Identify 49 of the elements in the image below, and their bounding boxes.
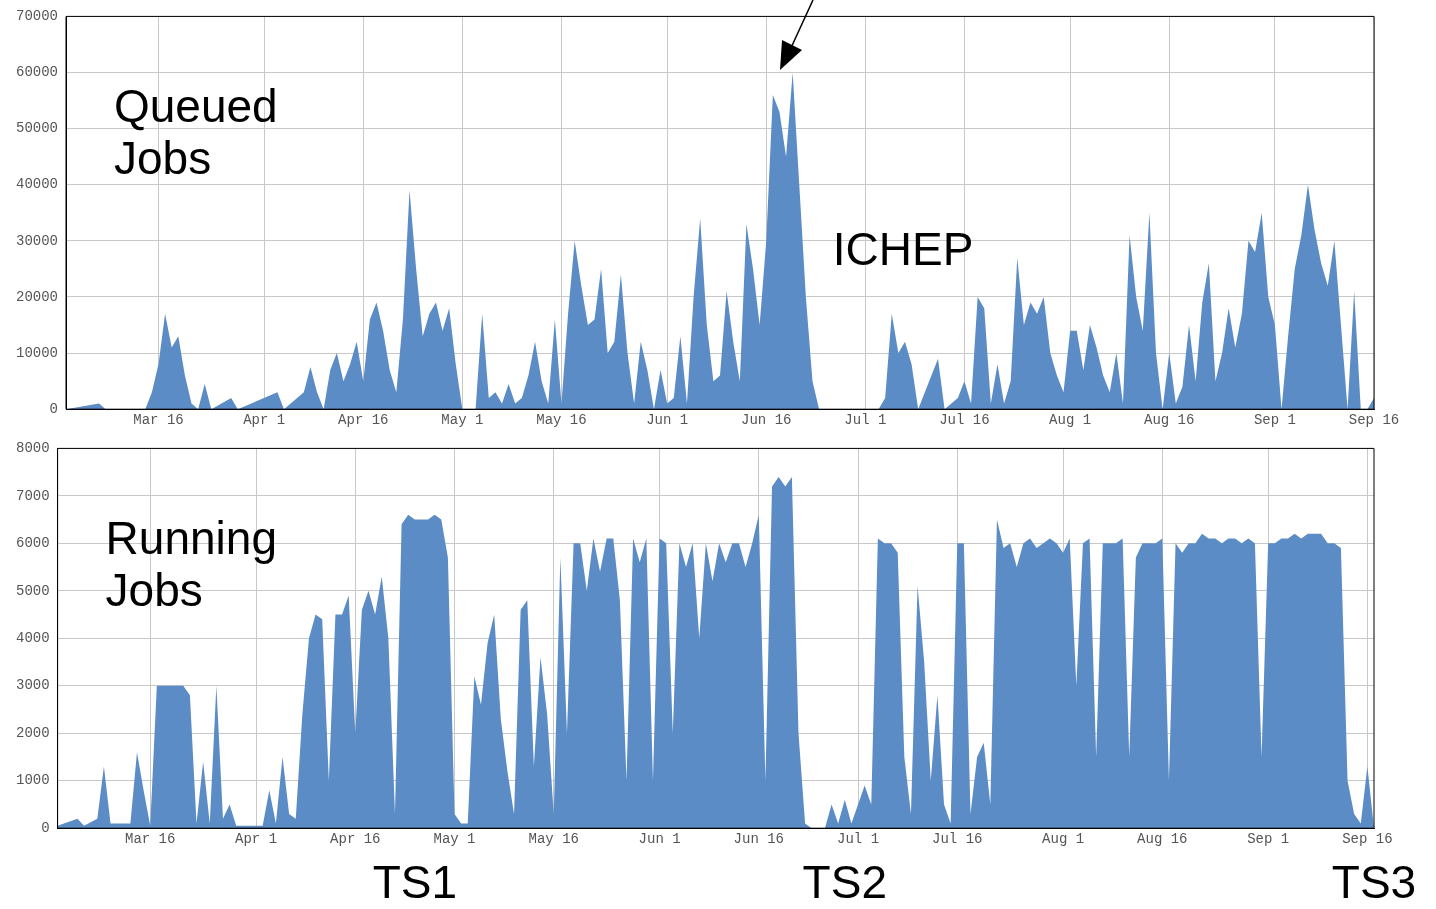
annotation: ICHEP	[832, 222, 974, 275]
x-tick-label: Mar 16	[125, 831, 176, 848]
y-tick-label: 8000	[16, 440, 50, 457]
x-tick-label: May 1	[441, 412, 484, 429]
y-tick-label: 3000	[16, 677, 50, 694]
x-tick-label: Sep 16	[1348, 412, 1400, 429]
x-tick-label: Jun 16	[733, 831, 785, 848]
y-tick-label: 0	[41, 819, 50, 836]
x-tick-label: Apr 16	[330, 831, 381, 848]
y-tick-label: 1000	[16, 772, 50, 789]
y-tick-label: 60000	[15, 64, 59, 81]
y-tick-label: 50000	[15, 120, 59, 137]
x-tick-label: Apr 1	[243, 412, 286, 429]
y-tick-label: 20000	[15, 288, 59, 305]
y-tick-label: 5000	[16, 582, 50, 599]
y-tick-label: 2000	[16, 724, 50, 741]
x-tick-label: Aug 16	[1144, 412, 1195, 429]
annotation: TS1	[372, 855, 458, 908]
x-tick-label: May 1	[433, 831, 476, 848]
annotation: TS3	[1331, 855, 1417, 908]
x-tick-label: Jul 16	[932, 831, 983, 848]
x-tick-label: Mar 16	[133, 412, 184, 429]
x-tick-label: Apr 16	[338, 412, 389, 429]
y-tick-label: 0	[49, 400, 59, 417]
annotation: Running Jobs	[105, 512, 277, 617]
x-tick-label: Sep 16	[1342, 831, 1393, 848]
x-tick-label: Jul 1	[837, 831, 880, 848]
x-tick-label: Jul 1	[844, 412, 887, 429]
x-tick-label: Jun 1	[638, 831, 681, 848]
x-tick-label: Apr 1	[235, 831, 278, 848]
y-tick-label: 10000	[15, 344, 59, 361]
x-tick-label: Sep 1	[1247, 831, 1290, 848]
y-tick-label: 40000	[15, 176, 59, 193]
x-tick-label: Jun 16	[741, 412, 792, 429]
x-tick-label: Sep 1	[1253, 412, 1296, 429]
x-tick-label: Aug 1	[1049, 412, 1092, 429]
y-tick-label: 4000	[16, 630, 50, 646]
x-tick-label: May 16	[528, 831, 579, 848]
x-tick-label: Aug 16	[1137, 831, 1188, 848]
y-tick-label: 6000	[16, 535, 50, 552]
x-tick-label: Jul 16	[939, 412, 990, 429]
x-tick-label: Aug 1	[1042, 831, 1085, 848]
annotation: Queued Jobs	[114, 80, 278, 185]
x-tick-label: Jun 1	[646, 412, 689, 429]
y-tick-label: 30000	[15, 232, 59, 249]
y-tick-label: 70000	[15, 8, 59, 25]
annotation: TS2	[802, 855, 887, 908]
y-tick-label: 7000	[16, 487, 50, 504]
x-tick-label: May 16	[536, 412, 587, 429]
